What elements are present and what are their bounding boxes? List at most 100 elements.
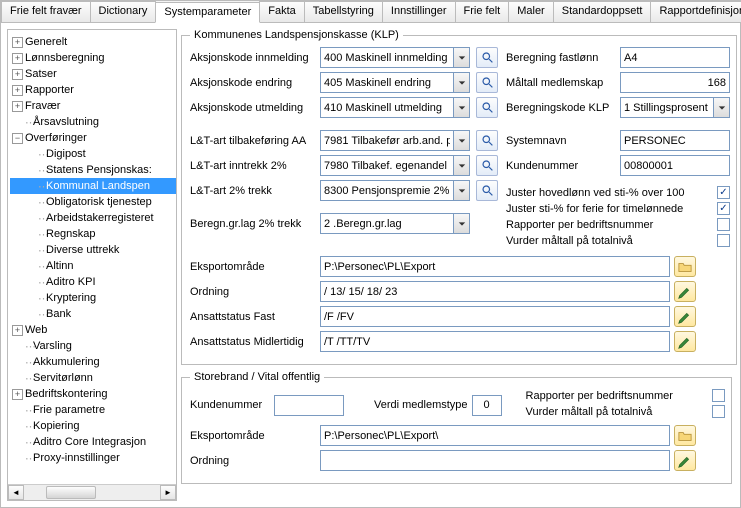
input-ansatt-fast[interactable]: [320, 306, 670, 327]
tree-item[interactable]: ⋯Årsavslutning: [10, 114, 176, 130]
search-icon[interactable]: [476, 47, 498, 68]
expand-icon[interactable]: +: [12, 101, 23, 112]
input-vital-kundenr[interactable]: [274, 395, 344, 416]
input-kundenr[interactable]: [620, 155, 730, 176]
input-vital-verdi[interactable]: [472, 395, 502, 416]
combo-lt-aa[interactable]: [320, 130, 470, 151]
expand-icon[interactable]: +: [12, 37, 23, 48]
check-juster-hoved[interactable]: [717, 186, 730, 199]
search-icon[interactable]: [476, 72, 498, 93]
tree-item[interactable]: +Generelt: [10, 34, 176, 50]
input-vital-eksport[interactable]: [320, 425, 670, 446]
tab-frie-felt-fravær[interactable]: Frie felt fravær: [1, 1, 91, 22]
input-bereg-fast[interactable]: [620, 47, 730, 68]
tree-item[interactable]: ⋯Proxy-innstillinger: [10, 450, 176, 466]
scroll-right-button[interactable]: ►: [160, 485, 176, 500]
tree-item[interactable]: −Overføringer: [10, 130, 176, 146]
input-beregn[interactable]: [320, 213, 453, 234]
scrollbar-horizontal[interactable]: ◄ ►: [8, 484, 176, 500]
edit-icon[interactable]: [674, 281, 696, 302]
input-eksport[interactable]: [320, 256, 670, 277]
tree-item[interactable]: +Lønnsberegning: [10, 50, 176, 66]
input-ansatt-midl[interactable]: [320, 331, 670, 352]
input-aksjon-ut[interactable]: [320, 97, 453, 118]
tree-item[interactable]: ⋯Digipost: [10, 146, 176, 162]
input-ordning[interactable]: [320, 281, 670, 302]
check-vital-rapporter[interactable]: [712, 389, 725, 402]
dropdown-icon[interactable]: [453, 155, 470, 176]
tab-rapportdefinisjoner-altinn[interactable]: Rapportdefinisjoner Altinn: [650, 1, 741, 22]
combo-aksjon-ut[interactable]: [320, 97, 470, 118]
scroll-left-button[interactable]: ◄: [8, 485, 24, 500]
search-icon[interactable]: [476, 180, 498, 201]
tab-maler[interactable]: Maler: [508, 1, 554, 22]
input-aksjon-endr[interactable]: [320, 72, 453, 93]
tree-item[interactable]: +Web: [10, 322, 176, 338]
folder-icon[interactable]: [674, 425, 696, 446]
tree-item[interactable]: +Rapporter: [10, 82, 176, 98]
tab-tabellstyring[interactable]: Tabellstyring: [304, 1, 383, 22]
tree-item[interactable]: ⋯Aditro KPI: [10, 274, 176, 290]
dropdown-icon[interactable]: [453, 97, 470, 118]
tab-fakta[interactable]: Fakta: [259, 1, 305, 22]
search-icon[interactable]: [476, 130, 498, 151]
input-vital-ordning[interactable]: [320, 450, 670, 471]
search-icon[interactable]: [476, 97, 498, 118]
input-bereg-kode[interactable]: [620, 97, 713, 118]
dropdown-icon[interactable]: [453, 213, 470, 234]
expand-icon[interactable]: +: [12, 85, 23, 96]
input-lt-2trekk[interactable]: [320, 180, 453, 201]
tree-item[interactable]: ⋯Kryptering: [10, 290, 176, 306]
check-vital-vurder[interactable]: [712, 405, 725, 418]
tree-item[interactable]: +Bedriftskontering: [10, 386, 176, 402]
check-vurder[interactable]: [717, 234, 730, 247]
dropdown-icon[interactable]: [453, 47, 470, 68]
input-systemnavn[interactable]: [620, 130, 730, 151]
tree-item[interactable]: ⋯Statens Pensjonskas:: [10, 162, 176, 178]
expand-icon[interactable]: +: [12, 69, 23, 80]
combo-lt-2trekk[interactable]: [320, 180, 470, 201]
scroll-track[interactable]: [24, 485, 160, 500]
tree-item[interactable]: ⋯Frie parametre: [10, 402, 176, 418]
input-lt-inn2[interactable]: [320, 155, 453, 176]
tab-standardoppsett[interactable]: Standardoppsett: [553, 1, 652, 22]
tree-item[interactable]: ⋯Arbeidstakerregisteret: [10, 210, 176, 226]
dropdown-icon[interactable]: [453, 180, 470, 201]
expand-icon[interactable]: +: [12, 389, 23, 400]
combo-aksjon-endr[interactable]: [320, 72, 470, 93]
combo-bereg-kode[interactable]: [620, 97, 730, 118]
tab-dictionary[interactable]: Dictionary: [90, 1, 157, 22]
combo-beregn[interactable]: [320, 213, 470, 234]
tab-systemparameter[interactable]: Systemparameter: [155, 2, 260, 23]
edit-icon[interactable]: [674, 450, 696, 471]
combo-lt-inn2[interactable]: [320, 155, 470, 176]
tree-item[interactable]: +Satser: [10, 66, 176, 82]
tree-item[interactable]: ⋯Altinn: [10, 258, 176, 274]
tree-item[interactable]: ⋯Diverse uttrekk: [10, 242, 176, 258]
dropdown-icon[interactable]: [453, 72, 470, 93]
input-aksjon-inn[interactable]: [320, 47, 453, 68]
edit-icon[interactable]: [674, 331, 696, 352]
input-lt-aa[interactable]: [320, 130, 453, 151]
expand-icon[interactable]: +: [12, 53, 23, 64]
folder-icon[interactable]: [674, 256, 696, 277]
tree-item[interactable]: +Fravær: [10, 98, 176, 114]
combo-aksjon-inn[interactable]: [320, 47, 470, 68]
tree-item[interactable]: ⋯Kopiering: [10, 418, 176, 434]
tree-item[interactable]: ⋯Obligatorisk tjenestep: [10, 194, 176, 210]
tab-frie-felt[interactable]: Frie felt: [455, 1, 510, 22]
tab-innstillinger[interactable]: Innstillinger: [382, 1, 456, 22]
input-maltall[interactable]: [620, 72, 730, 93]
expand-icon[interactable]: +: [12, 325, 23, 336]
edit-icon[interactable]: [674, 306, 696, 327]
search-icon[interactable]: [476, 155, 498, 176]
scroll-thumb[interactable]: [46, 486, 96, 499]
expand-icon[interactable]: −: [12, 133, 23, 144]
tree-item[interactable]: ⋯Varsling: [10, 338, 176, 354]
check-juster-sti[interactable]: [717, 202, 730, 215]
dropdown-icon[interactable]: [713, 97, 730, 118]
check-rapporter[interactable]: [717, 218, 730, 231]
tree-item[interactable]: ⋯Kommunal Landspen: [10, 178, 176, 194]
dropdown-icon[interactable]: [453, 130, 470, 151]
tree-item[interactable]: ⋯Bank: [10, 306, 176, 322]
